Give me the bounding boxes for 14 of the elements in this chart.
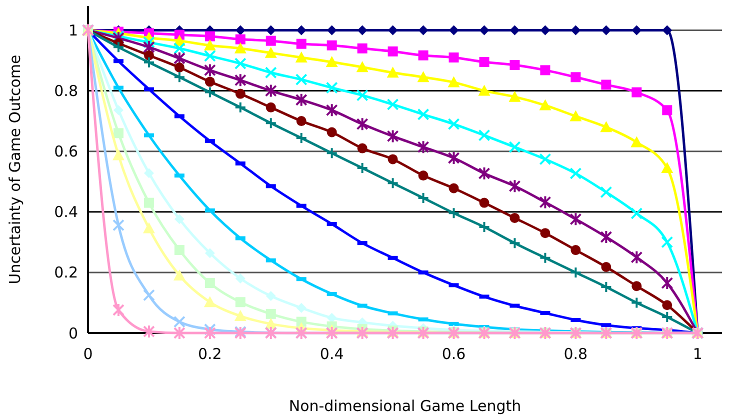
y-tick-label: 0.6 (54, 142, 78, 161)
x-axis-title: Non-dimensional Game Length (288, 397, 522, 415)
y-tick-label: 0.2 (54, 264, 78, 282)
x-tick-label: 0 (83, 345, 93, 363)
x-tick-label: 0.6 (442, 345, 466, 363)
y-tick-label: 0 (68, 324, 78, 342)
x-tick-label: 0.2 (198, 345, 222, 363)
y-tick-label: 0.8 (54, 82, 78, 100)
y-axis-title: Uncertainty of Game Outcome (6, 54, 24, 284)
y-tick-label: 0.4 (54, 203, 78, 222)
y-tick-label: 1 (68, 21, 78, 40)
x-tick-label: 0.4 (320, 345, 344, 363)
x-tick-label: 0.8 (564, 345, 588, 363)
x-tick-label: 1 (692, 345, 702, 363)
